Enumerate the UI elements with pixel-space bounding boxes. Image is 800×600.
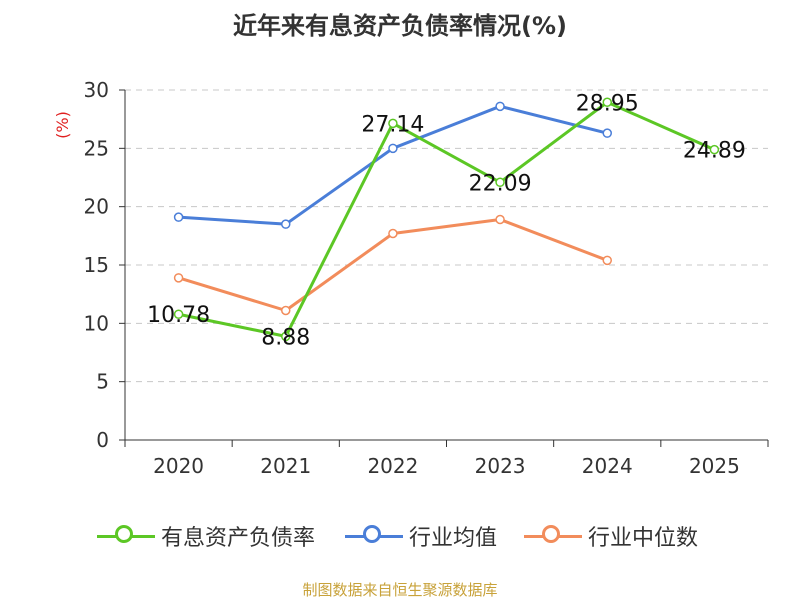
data-label: 24.89: [683, 139, 746, 164]
data-label: 28.95: [576, 91, 639, 116]
data-point[interactable]: [602, 128, 612, 138]
y-tick-label: 0: [96, 428, 109, 452]
x-tick-label: 2024: [582, 454, 633, 478]
legend-label: 行业均值: [409, 526, 498, 551]
data-label: 10.78: [147, 303, 210, 328]
y-tick-label: 20: [84, 195, 109, 219]
legend-marker: [524, 521, 582, 551]
source-note: 制图数据来自恒生聚源数据库: [302, 581, 498, 599]
y-tick-label: 30: [84, 78, 109, 102]
data-point[interactable]: [709, 144, 720, 155]
chart-title: 近年来有息资产负债率情况(%): [233, 12, 567, 40]
data-point[interactable]: [281, 305, 291, 316]
y-tick-label: 25: [84, 136, 109, 160]
data-label: 22.09: [469, 171, 532, 196]
x-tick-label: 2021: [260, 454, 311, 478]
y-tick-label: 15: [84, 253, 109, 277]
data-point[interactable]: [281, 331, 291, 342]
x-tick-label: 2020: [153, 454, 204, 478]
data-label: 27.14: [361, 112, 424, 137]
legend-marker: [97, 521, 155, 551]
y-tick-label: 5: [96, 370, 109, 394]
data-point[interactable]: [173, 212, 184, 222]
data-point[interactable]: [281, 219, 291, 229]
data-point[interactable]: [602, 255, 612, 266]
series-line-0: [178, 100, 716, 338]
y-axis-label: (%): [53, 111, 72, 139]
legend-item-industry-mean[interactable]: 行业均值: [345, 521, 497, 551]
x-tick-label: 2022: [367, 454, 418, 478]
data-point[interactable]: [388, 228, 398, 239]
data-point[interactable]: [602, 97, 612, 107]
x-tick-label: 2023: [475, 454, 526, 478]
data-point[interactable]: [495, 177, 505, 188]
data-point[interactable]: [388, 143, 398, 154]
x-tick-label: 2025: [689, 454, 740, 478]
data-point[interactable]: [495, 214, 505, 225]
legend-label: 行业中位数: [588, 526, 699, 551]
y-tick-label: 10: [84, 311, 109, 335]
data-label: 8.88: [261, 325, 310, 350]
data-point[interactable]: [495, 101, 505, 112]
data-point[interactable]: [388, 118, 398, 129]
legend-label: 有息资产负债率: [161, 526, 316, 551]
legend-marker: [345, 521, 403, 551]
legend-item-interest-debt-ratio[interactable]: 有息资产负债率: [97, 521, 315, 551]
data-point[interactable]: [173, 273, 184, 283]
data-point[interactable]: [173, 309, 184, 319]
legend-item-industry-median[interactable]: 行业中位数: [524, 521, 698, 551]
